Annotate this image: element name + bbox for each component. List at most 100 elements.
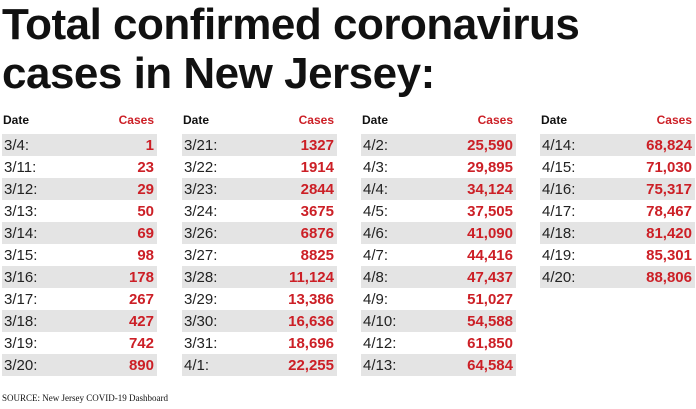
row-date: 4/17: <box>542 202 576 220</box>
table-row: 3/29: 13,386 <box>182 288 337 310</box>
row-date: 4/15: <box>542 158 576 176</box>
row-cases: 742 <box>128 334 154 352</box>
row-date: 4/7: <box>363 246 389 264</box>
row-date: 4/12: <box>363 334 397 352</box>
row-cases: 98 <box>137 246 154 264</box>
row-date: 4/3: <box>363 158 389 176</box>
row-cases: 54,588 <box>467 312 513 330</box>
row-cases: 22,255 <box>288 356 334 374</box>
table-row: 3/24: 3675 <box>182 200 337 222</box>
row-cases: 18,696 <box>288 334 334 352</box>
table-row: 3/26: 6876 <box>182 222 337 244</box>
column-header: Date Cases <box>2 111 157 128</box>
row-cases: 23 <box>137 158 154 176</box>
row-date: 3/30: <box>184 312 218 330</box>
table-row: 4/3: 29,895 <box>361 156 516 178</box>
table-row: 4/18: 81,420 <box>540 222 695 244</box>
row-date: 3/16: <box>4 268 38 286</box>
column-rows: 3/21: 1327 3/22: 1914 3/23: 2844 3/24: 3675 3/26… <box>182 134 337 376</box>
table-row: 4/19: 85,301 <box>540 244 695 266</box>
table-row: 3/21: 1327 <box>182 134 337 156</box>
cases-table: Date Cases 3/4: 1 3/11: 23 3/12: 29 3/13: 50 3/14:… <box>2 111 696 386</box>
table-row: 3/12: 29 <box>2 178 157 200</box>
row-date: 3/11: <box>4 158 37 176</box>
column-header: Date Cases <box>361 111 516 128</box>
table-column: Date Cases 3/4: 1 3/11: 23 3/12: 29 3/13: 50 3/14:… <box>2 111 157 376</box>
row-date: 4/14: <box>542 136 576 154</box>
row-date: 4/1: <box>184 356 210 374</box>
row-cases: 88,806 <box>646 268 692 286</box>
row-cases: 890 <box>128 356 154 374</box>
row-cases: 2844 <box>300 180 334 198</box>
row-date: 3/17: <box>4 290 38 308</box>
row-cases: 6876 <box>300 224 334 242</box>
row-cases: 267 <box>128 290 154 308</box>
row-date: 3/23: <box>184 180 218 198</box>
table-row: 4/13: 64,584 <box>361 354 516 376</box>
row-date: 4/2: <box>363 136 389 154</box>
row-cases: 178 <box>128 268 154 286</box>
column-header: Date Cases <box>540 111 695 128</box>
row-cases: 37,505 <box>467 202 513 220</box>
row-date: 3/28: <box>184 268 218 286</box>
column-rows: 3/4: 1 3/11: 23 3/12: 29 3/13: 50 3/14: 69 3/15: 98… <box>2 134 157 376</box>
table-row: 4/6: 41,090 <box>361 222 516 244</box>
row-cases: 50 <box>137 202 154 220</box>
row-date: 4/13: <box>363 356 397 374</box>
table-row: 3/17: 267 <box>2 288 157 310</box>
row-cases: 427 <box>128 312 154 330</box>
title-line-2: cases in New Jersey: <box>2 49 435 98</box>
row-cases: 41,090 <box>467 224 513 242</box>
table-row: 3/23: 2844 <box>182 178 337 200</box>
table-row: 3/31: 18,696 <box>182 332 337 354</box>
table-row: 4/17: 78,467 <box>540 200 695 222</box>
row-cases: 78,467 <box>646 202 692 220</box>
row-date: 3/31: <box>184 334 218 352</box>
source-note: SOURCE: New Jersey COVID-19 Dashboard <box>2 393 168 403</box>
row-cases: 71,030 <box>646 158 692 176</box>
table-row: 4/5: 37,505 <box>361 200 516 222</box>
row-date: 3/26: <box>184 224 218 242</box>
table-row: 3/18: 427 <box>2 310 157 332</box>
row-cases: 13,386 <box>288 290 334 308</box>
row-date: 3/4: <box>4 136 30 154</box>
table-row: 4/9: 51,027 <box>361 288 516 310</box>
table-row: 3/11: 23 <box>2 156 157 178</box>
row-cases: 1914 <box>300 158 334 176</box>
row-date: 3/20: <box>4 356 38 374</box>
row-date: 3/19: <box>4 334 38 352</box>
title-line-1: Total confirmed coronavirus <box>2 0 580 49</box>
row-date: 4/4: <box>363 180 389 198</box>
column-header: Date Cases <box>182 111 337 128</box>
row-date: 3/22: <box>184 158 218 176</box>
row-date: 4/20: <box>542 268 576 286</box>
row-date: 3/21: <box>184 136 218 154</box>
header-cases: Cases <box>656 112 692 127</box>
row-date: 3/12: <box>4 180 38 198</box>
table-row: 4/12: 61,850 <box>361 332 516 354</box>
row-cases: 85,301 <box>646 246 692 264</box>
table-row: 4/15: 71,030 <box>540 156 695 178</box>
table-row: 4/4: 34,124 <box>361 178 516 200</box>
table-row: 3/14: 69 <box>2 222 157 244</box>
table-row: 3/28: 11,124 <box>182 266 337 288</box>
table-row: 3/22: 1914 <box>182 156 337 178</box>
row-date: 4/6: <box>363 224 389 242</box>
table-column: Date Cases 3/21: 1327 3/22: 1914 3/23: 2844 3/24… <box>182 111 337 376</box>
row-cases: 1327 <box>300 136 334 154</box>
table-row: 4/2: 25,590 <box>361 134 516 156</box>
header-cases: Cases <box>477 112 513 127</box>
row-cases: 44,416 <box>467 246 513 264</box>
row-date: 3/27: <box>184 246 218 264</box>
row-cases: 34,124 <box>467 180 513 198</box>
row-cases: 3675 <box>300 202 334 220</box>
row-cases: 47,437 <box>467 268 513 286</box>
header-cases: Cases <box>118 112 154 127</box>
row-date: 3/13: <box>4 202 38 220</box>
table-row: 4/7: 44,416 <box>361 244 516 266</box>
table-row: 3/13: 50 <box>2 200 157 222</box>
header-date: Date <box>541 112 568 127</box>
table-column: Date Cases 4/14: 68,824 4/15: 71,030 4/16: 75,3… <box>540 111 695 288</box>
row-date: 3/29: <box>184 290 218 308</box>
row-cases: 61,850 <box>467 334 513 352</box>
